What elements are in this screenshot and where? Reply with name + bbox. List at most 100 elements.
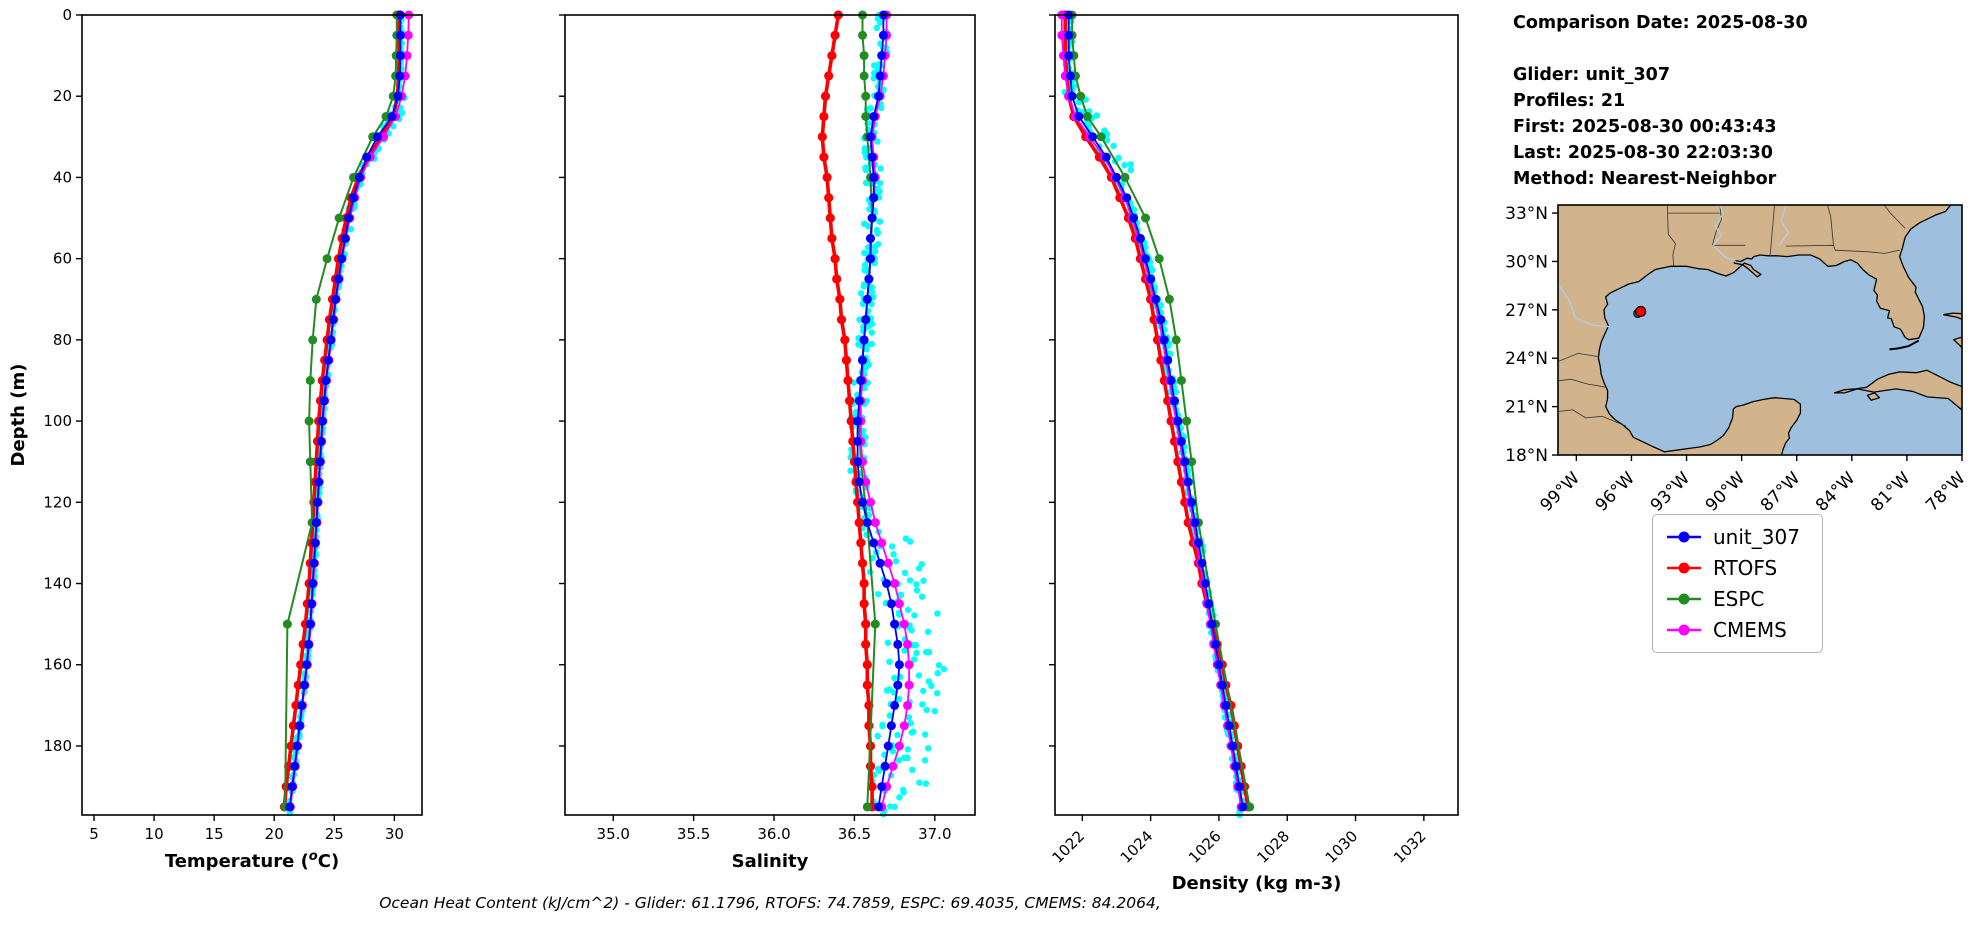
svg-text:35.5: 35.5 — [677, 825, 710, 843]
xlabel-salinity: Salinity — [732, 851, 809, 872]
svg-text:96°W: 96°W — [1592, 468, 1639, 515]
state-border — [1558, 378, 1607, 388]
legend-item-espc: ESPC — [1665, 587, 1800, 611]
legend-swatch-unit-307 — [1667, 531, 1701, 543]
svg-text:100: 100 — [43, 412, 72, 430]
y-axis-density — [1049, 14, 1055, 747]
land-polygon — [1558, 205, 1952, 455]
svg-text:1026: 1026 — [1185, 827, 1225, 867]
svg-text:1030: 1030 — [1322, 827, 1362, 867]
profiles-count: Profiles: 21 — [1513, 91, 1626, 111]
svg-text:1022: 1022 — [1048, 827, 1088, 867]
last-profile-time: Last: 2025-08-30 22:03:30 — [1513, 143, 1773, 163]
metadata-spacer — [1513, 36, 1808, 62]
svg-text:20: 20 — [265, 825, 284, 843]
x-axis-temperature: 5 10 15 20 25 30 — [89, 815, 404, 843]
land-polygon — [1942, 312, 1962, 320]
svg-text:93°W: 93°W — [1647, 468, 1694, 515]
glider-name: Glider: unit_307 — [1513, 65, 1671, 85]
comparison-date: Comparison Date: 2025-08-30 — [1513, 13, 1808, 33]
svg-text:24°N: 24°N — [1505, 349, 1548, 369]
series-unit_307 — [1064, 10, 1248, 812]
legend: unit_307 RTOFS ESPC CMEMS — [1652, 514, 1823, 653]
svg-text:27°N: 27°N — [1505, 301, 1548, 321]
svg-text:160: 160 — [43, 656, 72, 674]
svg-text:120: 120 — [43, 493, 72, 511]
series-unit_307 — [285, 10, 405, 812]
first-profile-time: First: 2025-08-30 00:43:43 — [1513, 117, 1777, 137]
chart-temperature: 5 10 15 20 25 30 0 20 40 60 80 100 120 140 160 180 Tempe… — [8, 6, 423, 872]
legend-item-unit-307: unit_307 — [1665, 525, 1800, 549]
coast-line — [1889, 339, 1920, 351]
svg-text:15: 15 — [205, 825, 224, 843]
x-axis-density: 1022 1024 1026 1028 1030 1032 — [1048, 815, 1430, 867]
svg-text:36.0: 36.0 — [757, 825, 790, 843]
series-RTOFS — [817, 10, 877, 812]
svg-text:0: 0 — [62, 6, 72, 24]
legend-label-espc: ESPC — [1713, 587, 1765, 611]
ocean-heat-content-text: Ocean Heat Content (kJ/cm^2) - Glider: 6… — [379, 894, 1161, 912]
river — [1558, 283, 1611, 328]
state-border — [1883, 205, 1906, 229]
svg-text:21°N: 21°N — [1505, 398, 1548, 418]
river — [1778, 205, 1790, 246]
svg-text:30°N: 30°N — [1505, 252, 1548, 272]
svg-text:81°W: 81°W — [1867, 468, 1914, 515]
land-polygon — [1953, 336, 1962, 349]
state-border — [1711, 205, 1722, 246]
series-unit_307 — [853, 10, 904, 812]
svg-text:36.5: 36.5 — [838, 825, 871, 843]
map-frame — [1557, 204, 1963, 456]
legend-label-unit-307: unit_307 — [1713, 525, 1800, 549]
state-border — [1785, 244, 1900, 254]
svg-text:84°W: 84°W — [1812, 468, 1859, 515]
method: Method: Nearest-Neighbor — [1513, 169, 1777, 189]
svg-text:10: 10 — [145, 825, 164, 843]
legend-item-rtofs: RTOFS — [1665, 556, 1800, 580]
legend-label-cmems: CMEMS — [1713, 618, 1787, 642]
ylabel-depth: Depth (m) — [8, 364, 29, 467]
svg-text:35.0: 35.0 — [597, 825, 630, 843]
svg-text:40: 40 — [53, 168, 72, 186]
xlabel-temperature: Temperature (oC) — [165, 849, 339, 872]
svg-text:20: 20 — [53, 87, 72, 105]
y-axis-temperature: 0 20 40 60 80 100 120 140 160 180 — [43, 6, 82, 755]
chart-density: 1022 1024 1026 1028 1030 1032 Density (kg m-3) — [1048, 10, 1459, 894]
legend-swatch-espc — [1667, 593, 1701, 605]
axes-frame-density — [1054, 14, 1459, 816]
map-features — [1558, 205, 1962, 455]
legend-swatch-rtofs — [1667, 562, 1701, 574]
metadata-panel: Comparison Date: 2025-08-30 Glider: unit… — [1513, 10, 1808, 192]
glider-position-marker — [1635, 305, 1647, 318]
legend-item-cmems: CMEMS — [1665, 618, 1800, 642]
svg-text:1032: 1032 — [1390, 827, 1430, 867]
state-border — [1827, 205, 1834, 246]
state-border — [1666, 205, 1676, 266]
x-axis-salinity: 35.0 35.5 36.0 36.5 37.0 — [597, 815, 952, 843]
series-RTOFS — [279, 10, 404, 812]
svg-text:1024: 1024 — [1117, 827, 1157, 867]
svg-text:140: 140 — [43, 575, 72, 593]
axes-frame-salinity — [564, 14, 976, 816]
svg-text:37.0: 37.0 — [918, 825, 951, 843]
land-polygon — [1866, 392, 1881, 401]
state-border — [1558, 352, 1599, 362]
gulf-of-mexico-map: 33°N 30°N 27°N 24°N 21°N 18°N99°W 96°W 93°W 90°W… — [1505, 204, 1970, 516]
svg-text:99°W: 99°W — [1537, 468, 1584, 515]
series-CMEMS — [285, 10, 414, 812]
svg-text:80: 80 — [53, 331, 72, 349]
svg-text:60: 60 — [53, 250, 72, 268]
state-border — [1558, 409, 1627, 427]
svg-text:18°N: 18°N — [1505, 446, 1548, 466]
svg-text:5: 5 — [89, 825, 99, 843]
legend-label-rtofs: RTOFS — [1713, 556, 1778, 580]
svg-text:30: 30 — [385, 825, 404, 843]
xlabel-density: Density (kg m-3) — [1172, 873, 1342, 894]
svg-text:1028: 1028 — [1253, 827, 1293, 867]
svg-text:78°W: 78°W — [1922, 468, 1969, 515]
svg-text:87°W: 87°W — [1757, 468, 1804, 515]
svg-text:25: 25 — [325, 825, 344, 843]
state-border — [1769, 205, 1775, 256]
